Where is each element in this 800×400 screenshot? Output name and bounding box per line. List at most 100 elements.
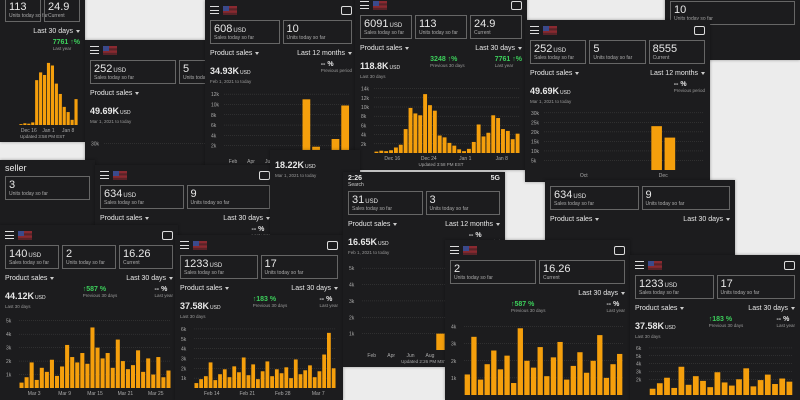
period-dropdown[interactable]: Last 30 days <box>578 289 625 297</box>
bar <box>550 357 557 395</box>
stat-value: 1233 <box>639 278 664 290</box>
chart-area: 30k 25k 20k 15k 10k 5k Oct Dec <box>530 106 705 179</box>
bar <box>418 115 423 153</box>
y-tick-label: 12k <box>361 96 370 102</box>
y-tick-label: 8k <box>361 114 367 120</box>
y-tick-label: 3k <box>451 342 457 348</box>
flag-stripe <box>223 13 237 14</box>
total-value: 44.12K <box>5 291 35 301</box>
stat-label: Current <box>474 30 491 36</box>
x-tick-label: Jan 1 <box>459 156 471 162</box>
bar-chart: 4k 3k 2k 1k <box>451 325 623 395</box>
stats-row: 1233USD Sales today so far 17 Units today s… <box>180 255 338 279</box>
app-panel: 6091USD Sales today so far 113 Units today … <box>355 0 527 170</box>
period-dropdown[interactable]: Last 30 days <box>683 215 730 223</box>
stat-value-line: 2 <box>454 263 532 275</box>
metric-dropdown[interactable]: Product sales <box>360 44 409 52</box>
bar <box>428 105 432 153</box>
period-dropdown[interactable]: Last 12 months <box>445 220 500 228</box>
flag-stripe <box>543 31 557 33</box>
flag-stripe <box>18 235 32 237</box>
top-left <box>635 260 662 270</box>
bar <box>557 341 563 395</box>
period-dropdown[interactable]: Last 30 days <box>126 274 173 282</box>
stat-label: Sales today so far <box>639 290 680 296</box>
x-tick-label: Feb 21 <box>239 391 255 397</box>
flag-stripe <box>113 175 127 177</box>
bar <box>75 362 80 388</box>
metric-dropdown[interactable]: Product sales <box>180 284 229 292</box>
compare-value: -- % <box>776 316 790 323</box>
total-value: 37.58K <box>635 321 665 331</box>
bar <box>496 118 501 153</box>
selectors: Last 30 days <box>5 27 80 35</box>
app-panel: 140USD Sales today so far 2 Units today so … <box>0 225 178 400</box>
bar <box>54 375 60 388</box>
compare-block: ↑183 % Previous 30 days <box>253 296 288 308</box>
period-dropdown[interactable]: Last 12 months <box>650 69 705 77</box>
metric-dropdown[interactable]: Product sales <box>530 69 579 77</box>
total-block: 44.12KUSD Last 30 days <box>5 286 46 309</box>
stat-value-line: 608USD <box>214 23 276 35</box>
top-left <box>90 45 117 55</box>
status-network: 5G <box>490 175 500 182</box>
bar <box>44 371 49 388</box>
stat-box: 2 Units today so far <box>62 245 116 269</box>
selectors: Product sales Last 30 days <box>360 44 522 52</box>
period-dropdown[interactable]: Last 30 days <box>291 284 338 292</box>
period-dropdown[interactable]: Last 30 days <box>33 27 80 35</box>
stat-box: 9 Units today so far <box>641 186 730 210</box>
stat-box: 1233USD Sales today so far <box>180 255 258 279</box>
flag-stripe <box>18 236 32 238</box>
total-line: 49.69KUSD <box>530 81 571 99</box>
metric-dropdown[interactable]: Product sales <box>635 304 684 312</box>
stat-label: Units today so far <box>645 201 685 207</box>
total-sub: Last 30 days <box>5 304 31 309</box>
metric-dropdown[interactable]: Product sales <box>210 49 259 57</box>
totals-row: 49.69KUSD Mar 1, 2021 to today <box>90 101 265 124</box>
stat-value: 16.26 <box>123 248 151 260</box>
period-dropdown[interactable]: Last 30 days <box>748 304 795 312</box>
bar <box>597 335 603 395</box>
stat-label: Units today so far <box>593 55 633 61</box>
stats-row: 1233USD Sales today so far 17 Units today s… <box>635 275 795 299</box>
metric-dropdown[interactable]: Product sales <box>5 274 54 282</box>
stat-unit: USD <box>664 283 678 289</box>
bar <box>772 384 778 395</box>
compare-value: 7761 ↑% <box>52 39 80 46</box>
flag-stripe <box>648 260 662 262</box>
metric-dropdown[interactable]: Product sales <box>90 89 139 97</box>
selectors: Product sales Last 30 days <box>180 284 338 292</box>
flag-canton <box>18 230 24 236</box>
bar <box>312 377 317 388</box>
x-tick-label: Mar 3 <box>28 391 41 397</box>
bar <box>322 354 327 388</box>
bar <box>515 133 520 153</box>
flag-stripe <box>543 28 557 29</box>
top-left <box>180 240 207 250</box>
top-left <box>530 25 557 35</box>
totals-row: 34.93KUSD Feb 1, 2021 to today -- % Previou… <box>210 61 352 84</box>
metric-dropdown[interactable]: Product sales <box>550 215 599 223</box>
flag-stripe <box>223 8 237 9</box>
flag-stripe <box>463 246 477 248</box>
stat-box: 24.9 Current <box>470 15 522 39</box>
us-flag <box>103 45 117 54</box>
metric-dropdown[interactable]: Product sales <box>100 214 149 222</box>
bar <box>331 368 336 388</box>
period-dropdown[interactable]: Last 30 days <box>475 44 522 52</box>
period-dropdown[interactable]: Last 30 days <box>223 214 270 222</box>
bar <box>590 360 596 395</box>
total-line: 49.69KUSD <box>90 101 131 119</box>
metric-dropdown[interactable]: Product sales <box>348 220 397 228</box>
stat-box: 5 Units today so far <box>589 40 646 64</box>
stat-unit: USD <box>123 193 137 199</box>
bar <box>284 367 289 388</box>
compare-block: 7761 ↑% Last year <box>53 39 80 51</box>
bar <box>58 93 62 125</box>
flag-stripe <box>373 6 387 8</box>
selectors: Product sales Last 30 days <box>635 304 795 312</box>
bar <box>714 372 721 395</box>
period-dropdown[interactable]: Last 12 months <box>297 49 352 57</box>
compare-value: -- % <box>251 226 265 233</box>
